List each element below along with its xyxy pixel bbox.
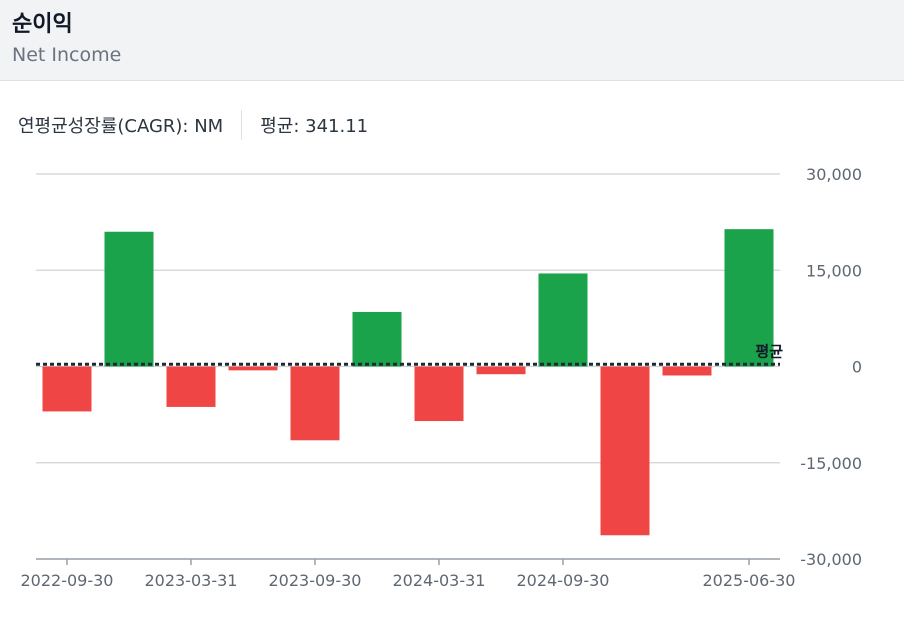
bar [724,229,774,367]
x-tick-label: 2025-06-30 [703,571,796,590]
x-tick-label: 2023-03-31 [145,571,238,590]
bar [104,231,154,367]
y-tick-label: -30,000 [800,550,862,569]
average-line-label: 평균 [755,342,783,360]
average-stat: 평균: 341.11 [260,116,369,137]
y-tick-label: -15,000 [800,454,862,473]
bar [476,366,526,375]
bar [538,273,588,367]
net-income-chart: 30,000 15,000 0 -15,000 -30,000 평균 2022-09-30 2… [21,165,862,590]
stats-divider [241,110,243,140]
stats-row: 연평균성장률(CAGR): NM 평균: 341.11 [18,110,368,140]
cagr-stat: 연평균성장률(CAGR): NM [18,116,224,137]
bar [166,366,216,407]
chart-header: 순이익 Net Income [0,0,904,81]
bar [662,366,712,376]
y-tick-label: 15,000 [806,261,862,280]
bar [600,366,650,536]
bar [352,311,402,367]
bar [42,366,92,412]
x-tick-label: 2023-09-30 [269,571,362,590]
y-tick-label: 0 [852,358,862,377]
bar [290,366,340,441]
x-tick-label: 2024-03-31 [393,571,486,590]
chart-subtitle: Net Income [12,44,122,66]
x-tick-label: 2024-09-30 [517,571,610,590]
chart-title: 순이익 [12,12,73,37]
y-tick-label: 30,000 [806,165,862,184]
x-tick-label: 2022-09-30 [21,571,114,590]
bar [228,366,278,371]
bar [414,366,464,422]
